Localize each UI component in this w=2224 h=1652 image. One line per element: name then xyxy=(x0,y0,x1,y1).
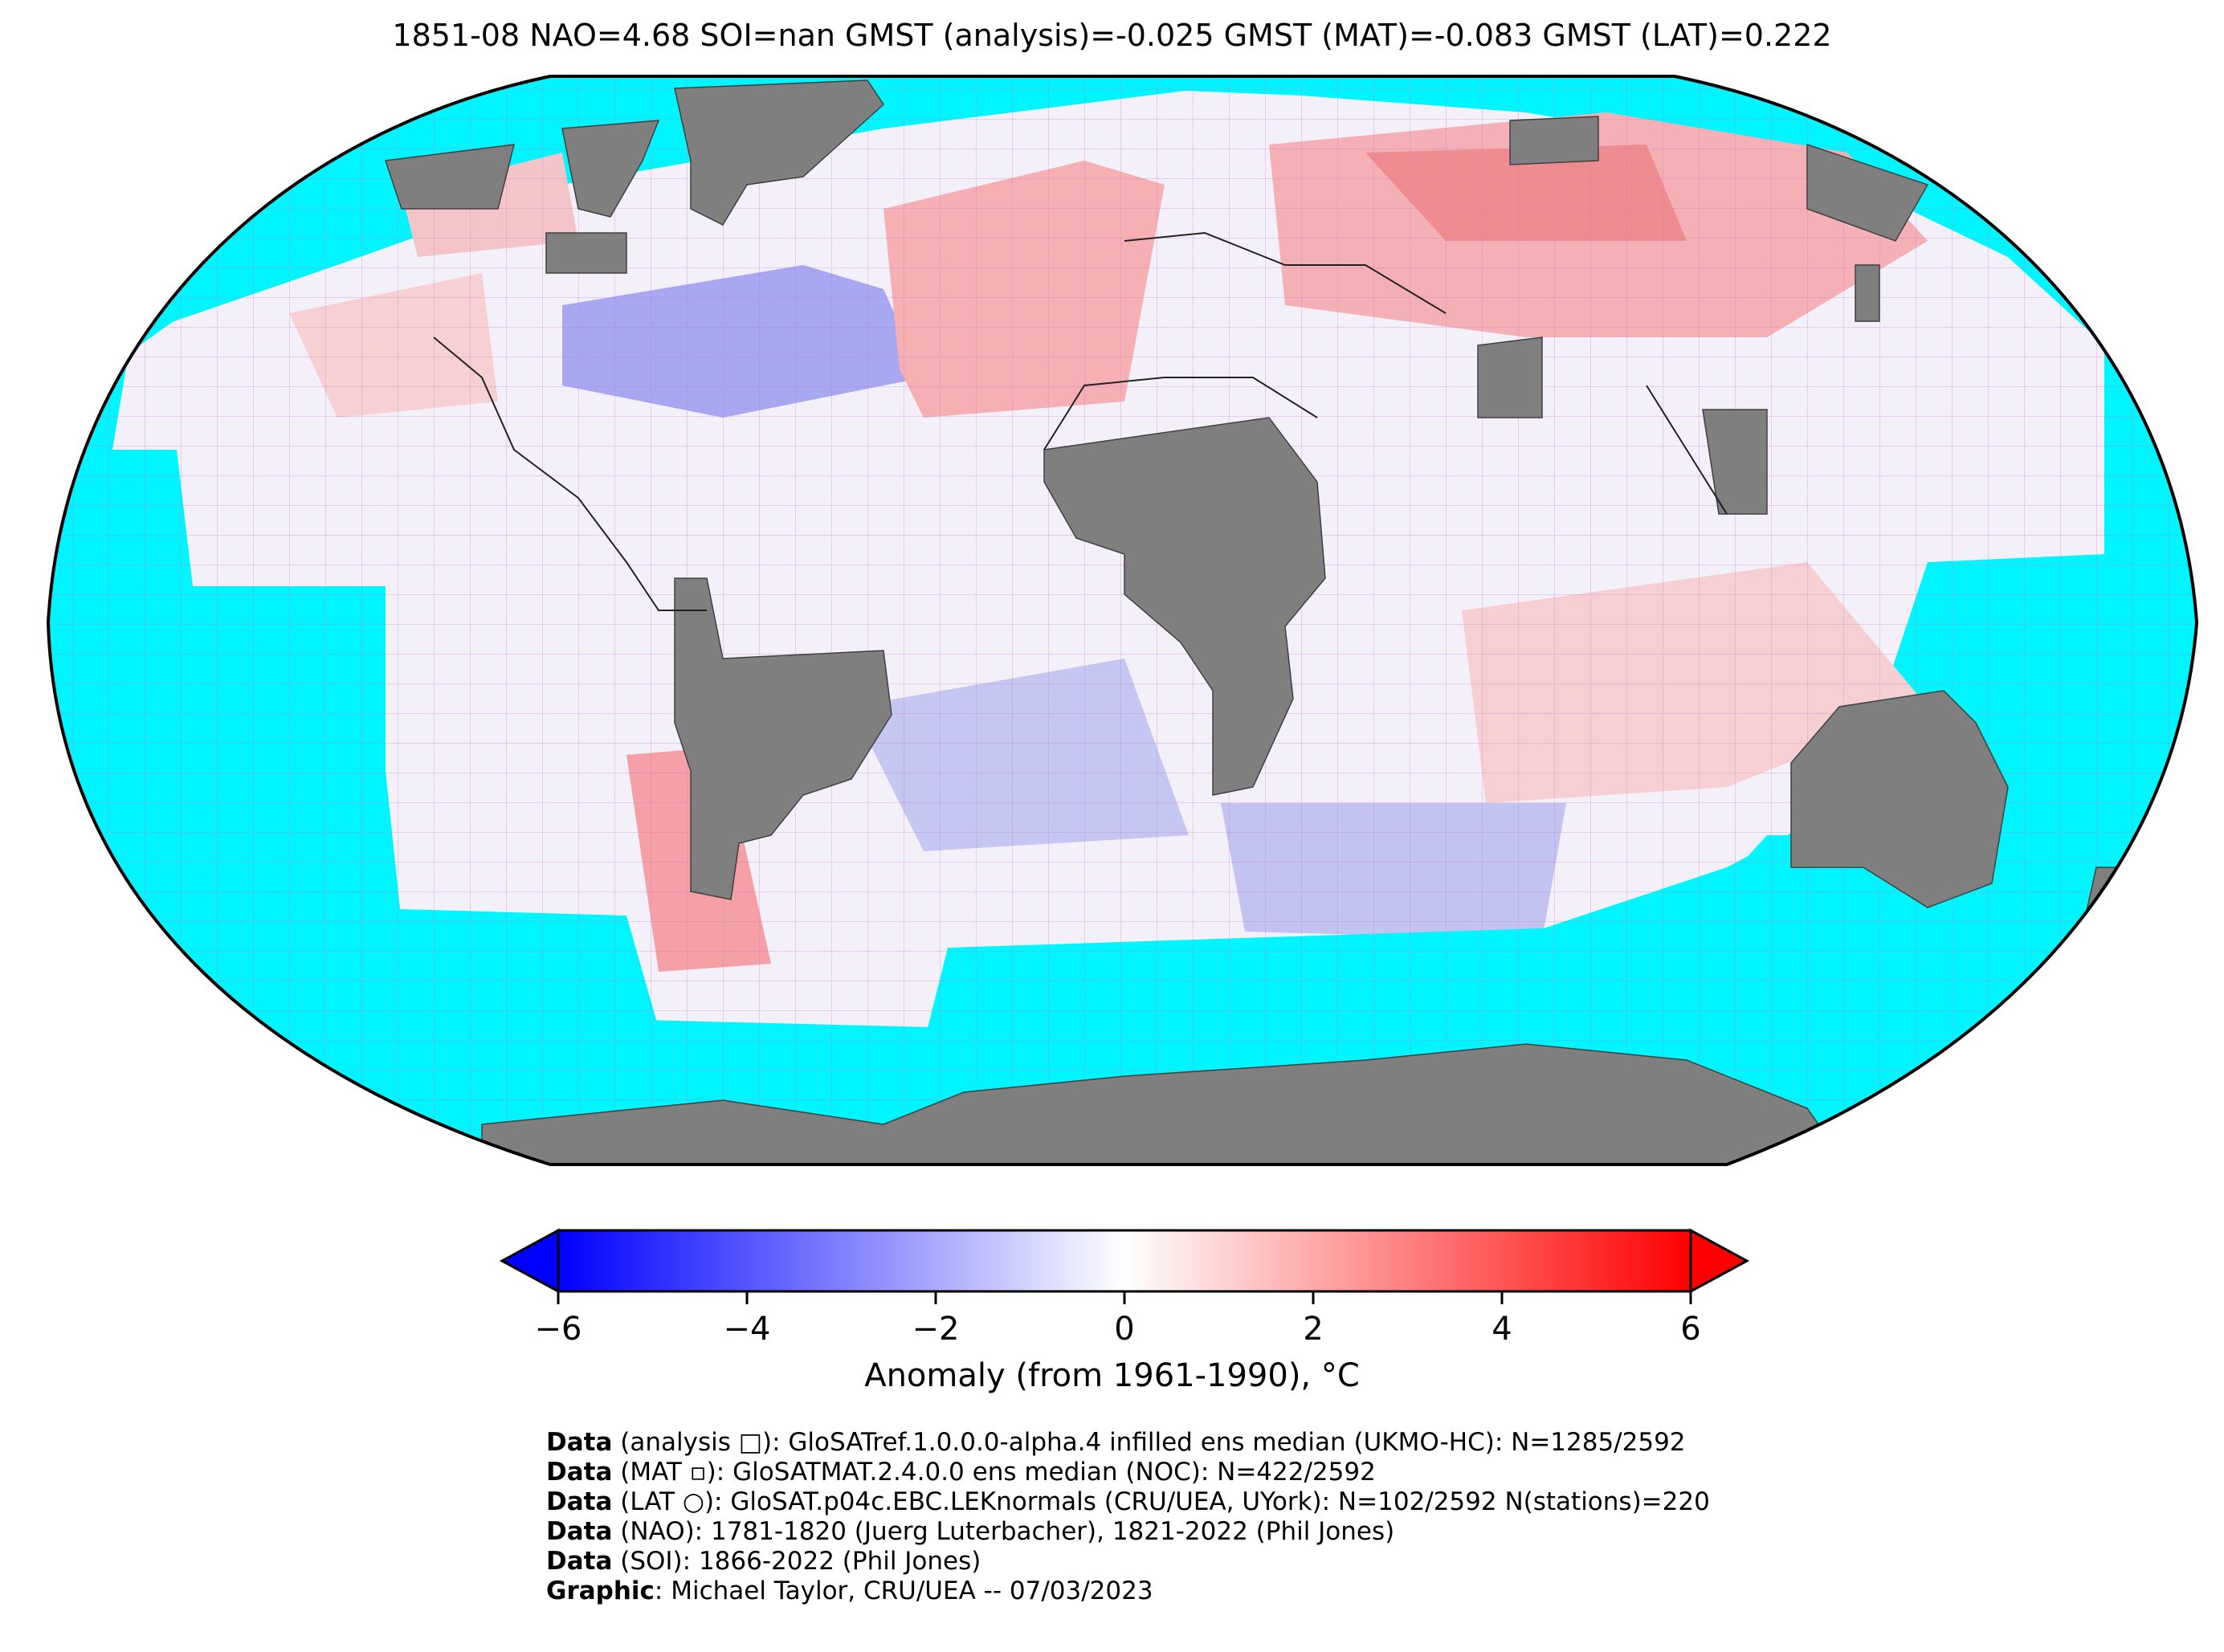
colorbar-gradient xyxy=(557,1229,1692,1293)
world-anomaly-map xyxy=(46,75,2199,1166)
credit-line: Data (analysis □): GloSATref.1.0.0.0-alp… xyxy=(546,1428,1710,1458)
colorbar: −6 −4 −2 0 2 4 6 xyxy=(499,1228,1750,1348)
colorbar-tick-label: 0 xyxy=(1114,1311,1134,1348)
globe-outline xyxy=(46,75,2199,1166)
land-no-data xyxy=(384,80,2121,1165)
credit-line: Data (NAO): 1781-1820 (Juerg Luterbacher… xyxy=(546,1517,1710,1547)
credit-line-key: Data xyxy=(546,1517,613,1546)
credit-line-key: Data xyxy=(546,1487,613,1516)
colorbar-tick-label: −2 xyxy=(912,1311,960,1348)
credit-line-text: (analysis □): GloSATref.1.0.0.0-alpha.4 … xyxy=(612,1428,1686,1457)
credit-line: Data (LAT ○): GloSAT.p04c.EBC.LEKnormals… xyxy=(546,1487,1710,1517)
credit-line-text: (NAO): 1781-1820 (Juerg Luterbacher), 18… xyxy=(612,1517,1395,1546)
credit-line-key: Graphic xyxy=(546,1577,655,1605)
credit-line-key: Data xyxy=(546,1547,613,1576)
credit-line: Data (MAT ▫): GloSATMAT.2.4.0.0 ens medi… xyxy=(546,1458,1710,1487)
credits-block: Data (analysis □): GloSATref.1.0.0.0-alp… xyxy=(546,1428,1710,1606)
colorbar-tick-label: −4 xyxy=(724,1311,771,1348)
credit-line-text: : Michael Taylor, CRU/UEA -- 07/03/2023 xyxy=(654,1577,1153,1605)
credit-line-text: (MAT ▫): GloSATMAT.2.4.0.0 ens median (N… xyxy=(612,1458,1376,1487)
map-title: 1851-08 NAO=4.68 SOI=nan GMST (analysis)… xyxy=(392,18,1832,53)
coastlines xyxy=(433,231,1728,611)
grid-lines xyxy=(48,76,2197,1165)
colorbar-tick-label: 4 xyxy=(1492,1311,1512,1348)
credit-line-key: Data xyxy=(546,1428,613,1457)
credit-line: Data (SOI): 1866-2022 (Phil Jones) xyxy=(546,1547,1710,1577)
credit-line: Graphic: Michael Taylor, CRU/UEA -- 07/0… xyxy=(546,1577,1710,1606)
credit-line-text: (LAT ○): GloSAT.p04c.EBC.LEKnormals (CRU… xyxy=(612,1487,1710,1516)
colorbar-label: Anomaly (from 1961-1990), °C xyxy=(864,1357,1360,1394)
credit-line-text: (SOI): 1866-2022 (Phil Jones) xyxy=(612,1547,981,1576)
colorbar-extend-high xyxy=(1689,1228,1750,1294)
colorbar-ticks: −6 −4 −2 0 2 4 6 xyxy=(535,1291,1701,1348)
colorbar-tick-label: 6 xyxy=(1680,1311,1700,1348)
colorbar-tick-label: 2 xyxy=(1303,1311,1323,1348)
colorbar-extend-low xyxy=(499,1228,560,1294)
colorbar-tick-label: −6 xyxy=(535,1311,582,1348)
credit-line-key: Data xyxy=(546,1458,613,1487)
